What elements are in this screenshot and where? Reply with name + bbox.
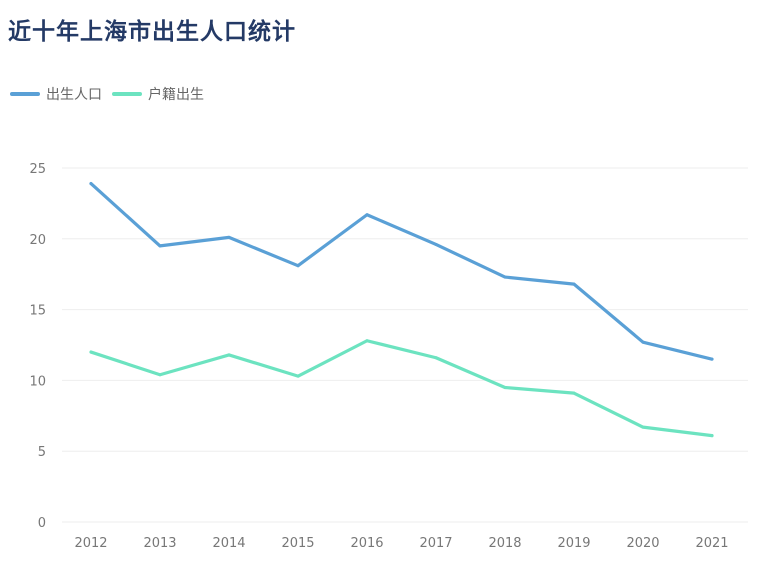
y-axis: 0 5 10 15 20 25: [29, 162, 46, 531]
data-point[interactable]: [434, 242, 438, 246]
x-tick-label: 2021: [695, 536, 728, 551]
x-tick-label: 2014: [212, 536, 245, 551]
gridlines: [62, 167, 748, 523]
data-point[interactable]: [227, 353, 231, 357]
y-tick-label: 10: [29, 374, 46, 389]
data-point[interactable]: [434, 356, 438, 360]
data-point[interactable]: [365, 213, 369, 217]
data-point[interactable]: [503, 275, 507, 279]
legend-item-birth[interactable]: 出生人口: [10, 84, 102, 104]
x-axis: 2012 2013 2014 2015 2016 2017 2018 2019 2020 2021: [74, 536, 728, 551]
y-tick-label: 0: [38, 516, 46, 531]
x-tick-label: 2020: [626, 536, 659, 551]
x-tick-label: 2015: [281, 536, 314, 551]
x-tick-label: 2018: [488, 536, 521, 551]
legend-swatch-birth: [10, 92, 40, 96]
data-point[interactable]: [158, 244, 162, 248]
data-point[interactable]: [641, 340, 645, 344]
legend-swatch-registered: [112, 92, 142, 96]
data-point[interactable]: [641, 425, 645, 429]
x-tick-label: 2012: [74, 536, 107, 551]
chart-title: 近十年上海市出生人口统计: [8, 19, 296, 45]
data-point[interactable]: [158, 373, 162, 377]
data-point[interactable]: [572, 391, 576, 395]
data-point[interactable]: [89, 182, 93, 186]
data-point[interactable]: [227, 235, 231, 239]
legend-label-birth: 出生人口: [46, 87, 102, 103]
legend: 出生人口 户籍出生: [10, 84, 214, 104]
data-point[interactable]: [710, 434, 714, 438]
x-tick-label: 2019: [557, 536, 590, 551]
legend-label-registered: 户籍出生: [148, 87, 204, 103]
series-lines: [89, 181, 714, 438]
y-tick-label: 25: [29, 162, 46, 177]
data-point[interactable]: [89, 350, 93, 354]
data-point[interactable]: [710, 357, 714, 361]
x-tick-label: 2017: [419, 536, 452, 551]
y-tick-label: 15: [29, 304, 46, 319]
data-point[interactable]: [503, 385, 507, 389]
y-tick-label: 20: [29, 233, 46, 248]
data-point[interactable]: [296, 374, 300, 378]
series-line-1[interactable]: [89, 339, 714, 438]
data-point[interactable]: [572, 282, 576, 286]
y-tick-label: 5: [38, 445, 46, 460]
data-point[interactable]: [296, 264, 300, 268]
x-tick-label: 2013: [143, 536, 176, 551]
x-tick-label: 2016: [350, 536, 383, 551]
series-line-0[interactable]: [89, 181, 714, 361]
data-point[interactable]: [365, 339, 369, 343]
legend-item-registered[interactable]: 户籍出生: [112, 84, 204, 104]
